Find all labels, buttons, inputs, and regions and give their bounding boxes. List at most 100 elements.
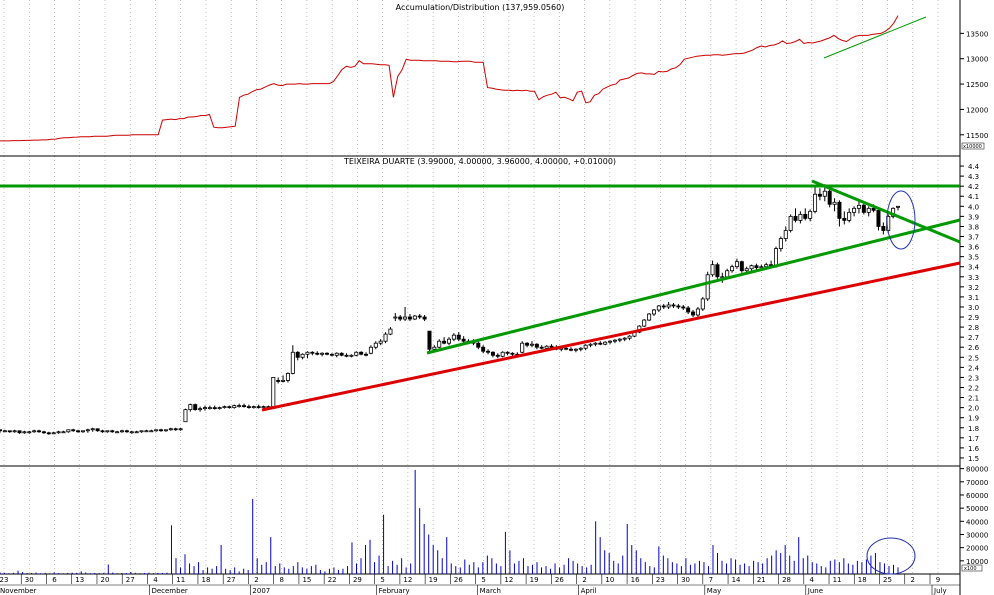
x-day-label: 2	[911, 576, 915, 584]
candle-body	[788, 215, 793, 231]
candle-body	[183, 409, 188, 423]
candle-body	[651, 309, 656, 315]
price-y-tick-label: 4.2	[968, 183, 979, 191]
candle-body	[793, 215, 798, 221]
candle-body	[656, 305, 661, 311]
candle-body	[627, 335, 632, 339]
x-month-label: November	[0, 587, 37, 595]
candle-body	[569, 348, 574, 351]
x-day-label: 11	[833, 576, 842, 584]
candle-body	[598, 342, 603, 345]
candle-body	[320, 352, 325, 355]
candle-body	[163, 429, 168, 432]
candle-body	[227, 406, 232, 409]
candle-body	[105, 430, 110, 433]
volume-y-tick-label: 70000	[966, 479, 988, 487]
candle-body	[2, 430, 7, 433]
volume-bars	[0, 469, 899, 574]
price-y-tick-label: 2.9	[968, 314, 979, 322]
candle-body	[544, 345, 549, 349]
candle-body	[305, 351, 310, 355]
candle-body	[217, 407, 222, 410]
candle-body	[139, 430, 144, 433]
candle-body	[666, 304, 671, 308]
candle-body	[671, 304, 676, 307]
candle-body	[66, 429, 71, 433]
candle-body	[739, 261, 744, 272]
candle-body	[871, 207, 876, 211]
price-y-tick-label: 4.1	[968, 193, 979, 201]
candle-body	[422, 316, 427, 320]
x-day-label: 23	[0, 576, 8, 584]
volume-y-tick-label: 10000	[966, 558, 988, 566]
candle-body	[525, 342, 530, 346]
x-day-label: 13	[75, 576, 84, 584]
x-day-label: 9	[936, 576, 940, 584]
price-y-tick-label: 3.3	[968, 274, 979, 282]
candle-body	[622, 337, 627, 340]
candle-body	[759, 266, 764, 269]
candle-body	[173, 428, 178, 431]
candle-body	[295, 351, 300, 358]
candle-body	[100, 430, 105, 433]
price-y-tick-label: 1.6	[968, 445, 980, 453]
candle-body	[212, 407, 217, 410]
ad-scale-badge: x10000	[963, 144, 982, 150]
candle-body	[251, 406, 256, 409]
candle-body	[403, 316, 408, 320]
candle-body	[7, 430, 12, 433]
candle-body	[832, 201, 837, 205]
candle-body	[188, 404, 193, 411]
price-y-tick-label: 2.0	[968, 405, 979, 413]
candle-body	[120, 430, 125, 433]
candle-body	[285, 372, 290, 381]
candle-body	[476, 342, 481, 348]
volume-panel: 80000 70000 60000 50000 40000 30000 20000 10000…	[0, 466, 988, 575]
price-y-tick-label: 4.4	[968, 163, 980, 171]
candle-body	[730, 266, 735, 272]
ad-scale-badge-box	[961, 142, 985, 150]
candle-body	[461, 338, 466, 342]
candle-body	[417, 315, 422, 318]
candle-body	[705, 274, 710, 300]
x-day-label: 16	[631, 576, 640, 584]
ad-y-ticks: 13500 13000 12500 12000 11500	[960, 30, 988, 140]
candle-body	[207, 407, 212, 410]
candle-body	[129, 431, 134, 434]
upper-channel-trendline	[426, 218, 961, 355]
candle-body	[149, 430, 154, 433]
candle-body	[608, 340, 613, 343]
x-day-label: 12	[504, 576, 513, 584]
x-day-label: 8	[279, 576, 283, 584]
candle-body	[876, 209, 881, 227]
x-day-label: 23	[656, 576, 665, 584]
candle-body	[827, 190, 832, 205]
price-y-tick-label: 1.7	[968, 435, 979, 443]
candle-body	[246, 406, 251, 409]
candle-body	[32, 430, 37, 433]
x-day-label: 19	[530, 576, 539, 584]
candle-body	[271, 377, 276, 408]
ad-y-tick-label: 11500	[966, 132, 988, 140]
x-day-label: 18	[201, 576, 210, 584]
candle-body	[725, 270, 730, 278]
x-day-label: 21	[757, 576, 766, 584]
x-day-label: 4	[810, 576, 815, 584]
candle-body	[27, 431, 32, 434]
candle-body	[202, 407, 207, 410]
candle-body	[388, 328, 393, 335]
candle-body	[261, 406, 266, 409]
candle-body	[642, 319, 647, 327]
price-y-tick-label: 2.2	[968, 384, 979, 392]
candle-body	[764, 264, 769, 268]
candle-body	[490, 351, 495, 356]
x-day-label: 15	[302, 576, 311, 584]
x-day-label: 27	[126, 576, 135, 584]
candle-body	[661, 305, 666, 308]
volume-y-tick-label: 40000	[966, 518, 988, 526]
candlesticks	[0, 184, 901, 435]
candle-body	[578, 347, 583, 350]
candle-body	[896, 205, 901, 208]
candle-body	[549, 345, 554, 348]
